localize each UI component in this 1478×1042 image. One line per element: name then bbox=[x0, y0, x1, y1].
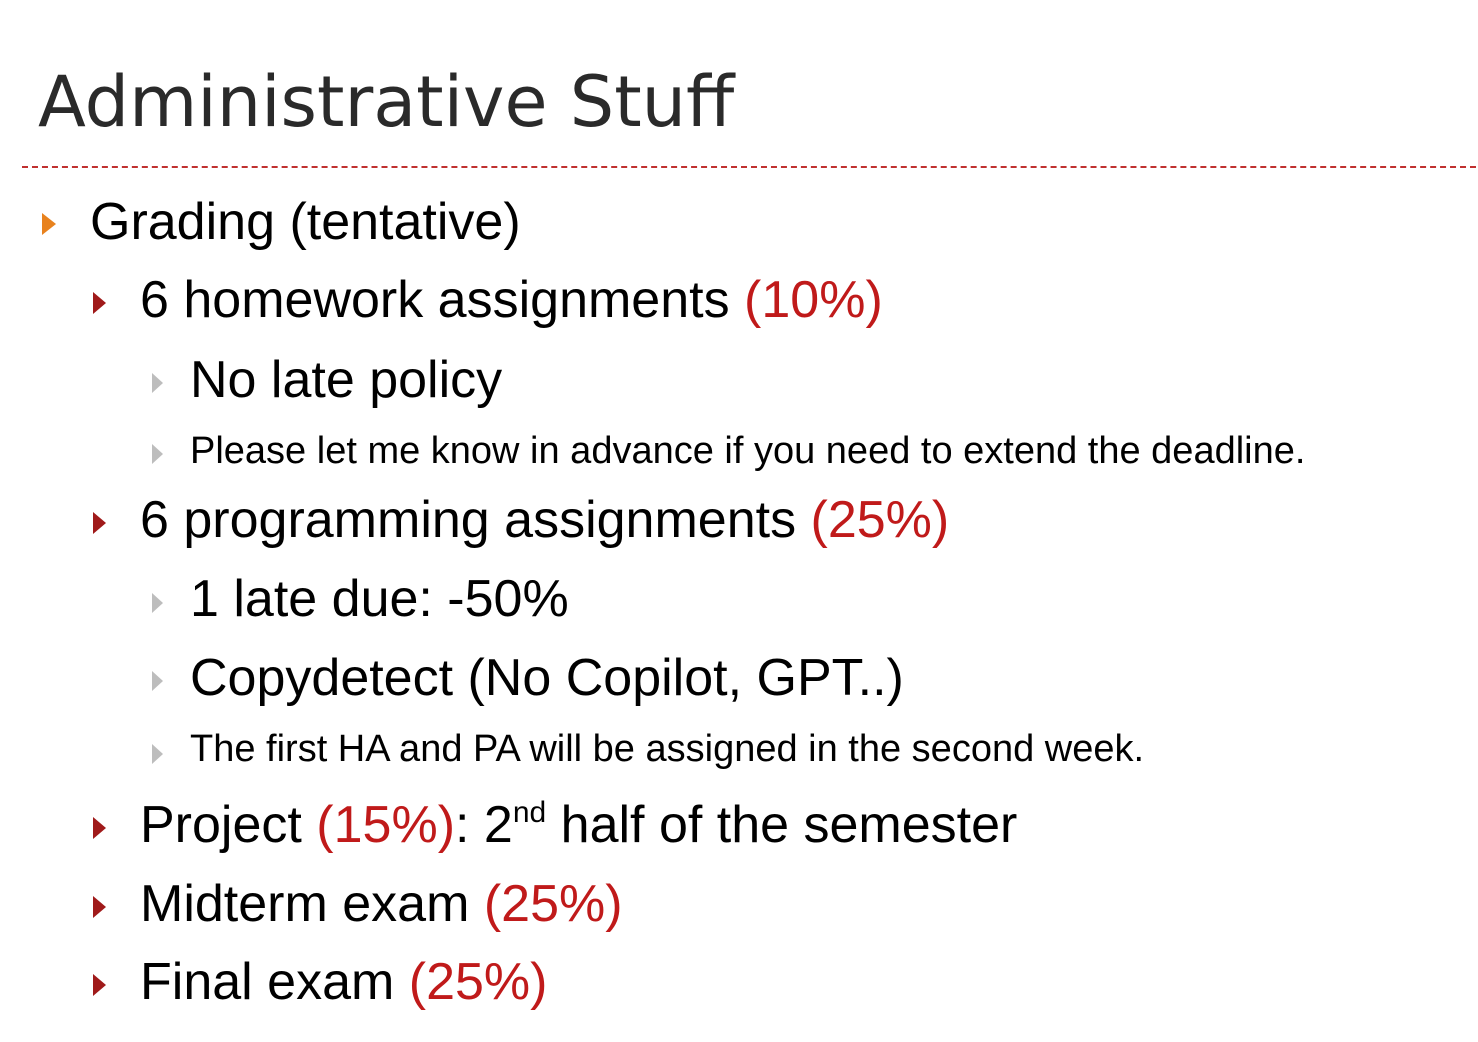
midterm-label: Midterm exam bbox=[140, 875, 484, 933]
bullet-first-assignments: The first HA and PA will be assigned in … bbox=[190, 728, 1145, 770]
bullet-midterm: Midterm exam (25%) bbox=[140, 875, 623, 935]
midterm-percent: (25%) bbox=[483, 875, 623, 933]
title-divider bbox=[22, 166, 1476, 168]
final-percent: (25%) bbox=[408, 953, 548, 1011]
bullet-arrow-icon bbox=[152, 744, 163, 764]
bullet-arrow-icon bbox=[42, 213, 56, 235]
slide-title: Administrative Stuff bbox=[38, 61, 735, 143]
bullet-project: Project (15%): 2nd half of the semester bbox=[140, 796, 1017, 856]
bullet-grading: Grading (tentative) bbox=[90, 193, 521, 251]
project-label: Project bbox=[140, 796, 317, 854]
bullet-arrow-icon bbox=[93, 974, 106, 996]
bullet-arrow-icon bbox=[152, 444, 163, 464]
bullet-arrow-icon bbox=[152, 671, 163, 691]
homework-label: 6 homework assignments bbox=[140, 271, 745, 329]
bullet-arrow-icon bbox=[93, 817, 106, 839]
bullet-arrow-icon bbox=[93, 512, 106, 534]
project-rest: half of the semester bbox=[546, 796, 1018, 854]
bullet-homework: 6 homework assignments (10%) bbox=[140, 271, 883, 331]
bullet-arrow-icon bbox=[152, 373, 163, 393]
bullet-copydetect: Copydetect (No Copilot, GPT..) bbox=[190, 649, 904, 707]
bullet-programming: 6 programming assignments (25%) bbox=[140, 491, 949, 551]
bullet-arrow-icon bbox=[152, 593, 163, 613]
programming-label: 6 programming assignments bbox=[140, 491, 811, 549]
bullet-no-late-policy: No late policy bbox=[190, 351, 503, 409]
bullet-late-due: 1 late due: -50% bbox=[190, 570, 569, 628]
bullet-extend-deadline: Please let me know in advance if you nee… bbox=[190, 430, 1306, 472]
bullet-final: Final exam (25%) bbox=[140, 953, 547, 1013]
bullet-arrow-icon bbox=[93, 292, 106, 314]
programming-percent: (25%) bbox=[810, 491, 950, 549]
project-percent: (15%) bbox=[316, 796, 456, 854]
homework-percent: (10%) bbox=[744, 271, 883, 329]
bullet-arrow-icon bbox=[93, 896, 106, 918]
final-label: Final exam bbox=[140, 953, 409, 1011]
project-after-colon: : 2 bbox=[455, 796, 513, 854]
project-ordinal: nd bbox=[512, 796, 547, 829]
